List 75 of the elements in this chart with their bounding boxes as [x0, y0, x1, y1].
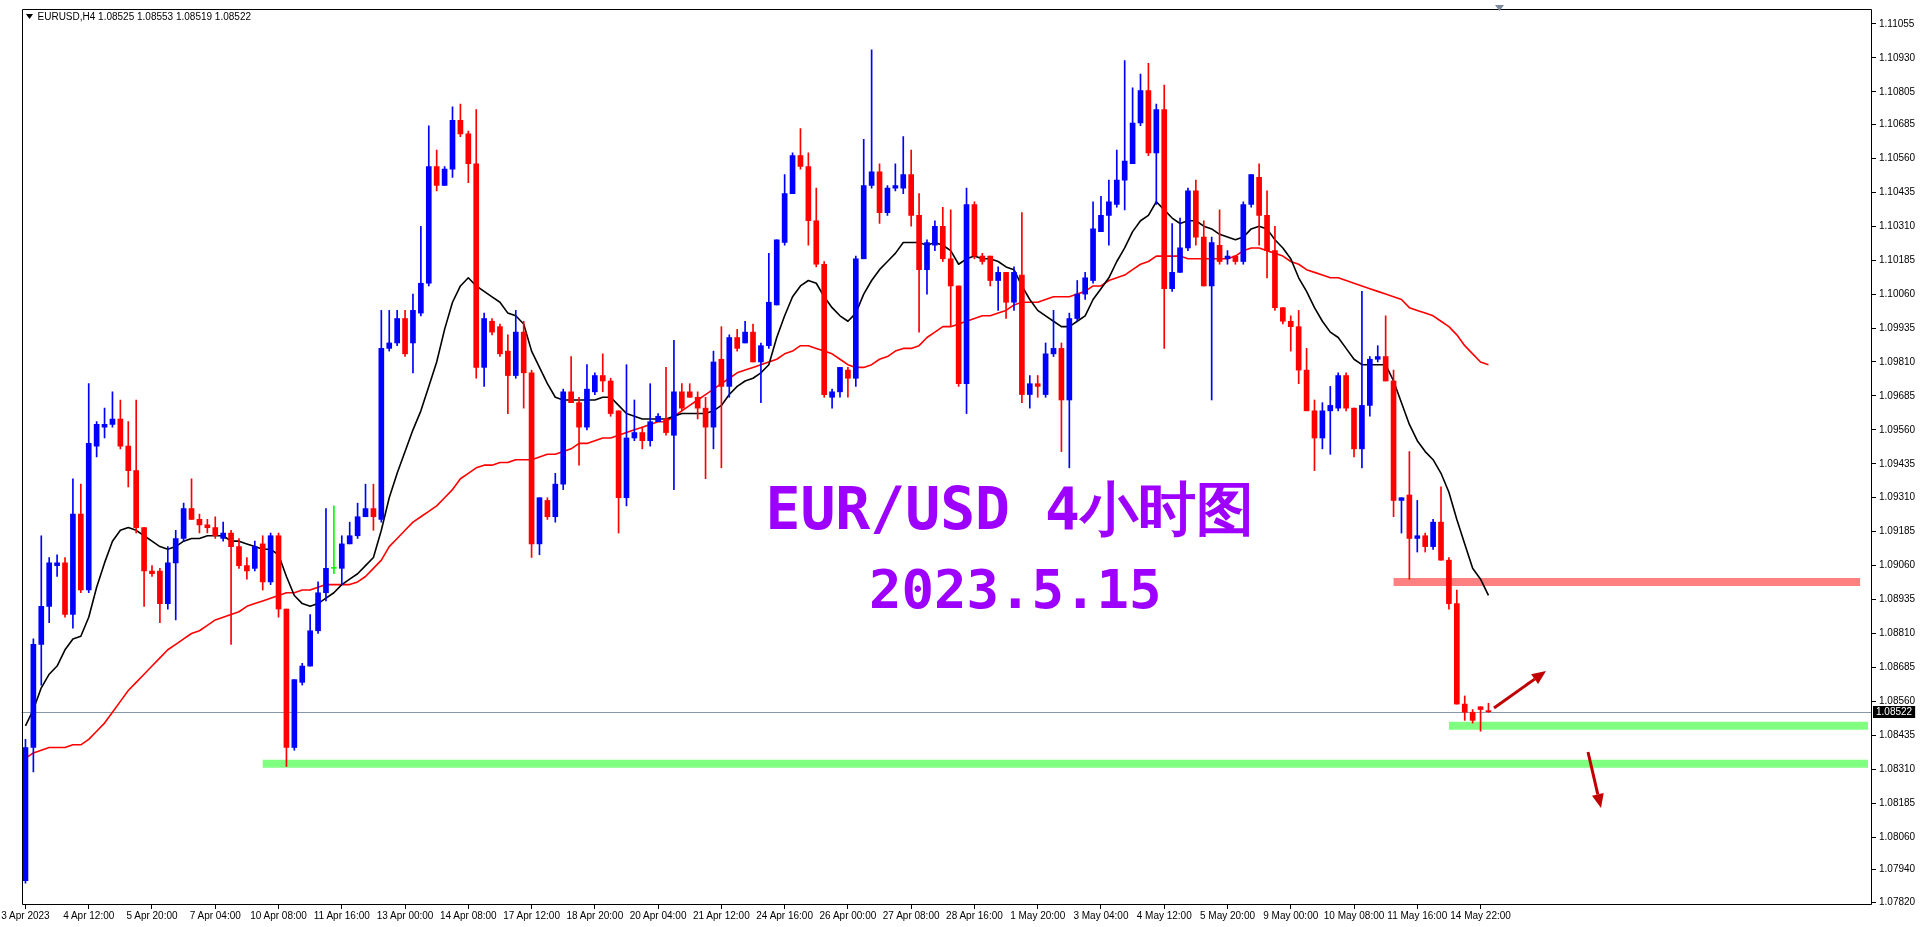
y-tick-label: 1.08185: [1879, 796, 1916, 808]
candlestick: [228, 529, 234, 645]
x-tick-label: 4 Apr 12:00: [63, 909, 115, 921]
y-tick-label: 1.10930: [1879, 51, 1916, 63]
candlestick: [1169, 223, 1175, 292]
y-tick-label: 1.10060: [1879, 287, 1916, 299]
candlestick: [1374, 345, 1381, 363]
y-tick-label: 1.08810: [1879, 627, 1916, 639]
x-tick-label: 21 Apr 12:00: [693, 909, 751, 921]
x-tick-label: 10 May 08:00: [1323, 909, 1385, 921]
y-tick-label: 1.09060: [1879, 559, 1916, 571]
y-tick-label: 1.10685: [1879, 118, 1916, 130]
candlestick: [900, 136, 907, 194]
candlestick: [1414, 500, 1421, 553]
x-tick-label: 20 Apr 04:00: [629, 909, 687, 921]
candlestick: [1287, 315, 1294, 352]
y-tick-label: 1.09685: [1879, 389, 1916, 401]
candlestick: [1106, 179, 1112, 246]
x-tick-label: 11 Apr 16:00: [313, 909, 371, 921]
y-tick-label: 1.08560: [1879, 695, 1916, 707]
y-tick-label: 1.09435: [1879, 457, 1916, 469]
x-tick-label: 5 Apr 20:00: [126, 909, 179, 921]
candlestick: [1121, 60, 1128, 211]
x-tick-label: 3 Apr 2023: [1, 909, 51, 921]
y-tick-label: 1.09810: [1879, 355, 1916, 367]
x-tick-label: 28 Apr 16:00: [946, 909, 1004, 921]
x-tick-label: 18 Apr 20:00: [566, 909, 624, 921]
y-tick-label: 1.09185: [1879, 525, 1916, 537]
y-tick-label: 1.10435: [1879, 186, 1916, 198]
text: 2023.5.15: [868, 558, 1162, 622]
annotation: EURUSD,H4 1.08525 1.08553 1.08519 1.08522: [37, 10, 252, 22]
x-tick-label: 14 Apr 08:00: [439, 909, 498, 921]
y-tick-label: 1.08935: [1879, 593, 1916, 605]
candlestick: [599, 353, 606, 393]
x-tick-label: 26 Apr 00:00: [819, 909, 877, 921]
y-tick-label: 1.08435: [1879, 729, 1916, 741]
y-tick-label: 1.09310: [1879, 491, 1916, 503]
candlestick: [386, 310, 393, 352]
y-tick-label: 1.07820: [1879, 896, 1916, 908]
x-tick-label: 14 May 22:00: [1450, 909, 1512, 921]
candlestick: [149, 565, 155, 577]
y-tick-label: 1.09560: [1879, 423, 1916, 435]
candlestick: [54, 554, 60, 577]
x-tick-label: 5 May 20:00: [1199, 909, 1256, 921]
x-tick-label: 10 Apr 08:00: [250, 909, 308, 921]
text: EUR/USD 4小时图: [765, 474, 1254, 543]
y-tick-label: 1.10185: [1879, 253, 1916, 265]
x-tick-label: 4 May 12:00: [1136, 909, 1193, 921]
x-tick-label: 7 Apr 04:00: [189, 909, 242, 921]
y-tick-label: 1.10805: [1879, 85, 1916, 97]
y-tick-label: 1.08685: [1879, 661, 1916, 673]
y-tick-label: 1.09935: [1879, 321, 1916, 333]
y-tick-label: 1.11055: [1879, 17, 1915, 29]
y-tick-label: 1.10310: [1879, 219, 1916, 231]
candlestick: [1359, 291, 1365, 469]
candlestick: [995, 266, 1001, 311]
x-tick-label: 17 Apr 12:00: [503, 909, 561, 921]
candlestick: [1327, 386, 1334, 455]
y-tick-label: 1.07940: [1879, 863, 1916, 875]
y-tick-label: 1.08060: [1879, 830, 1916, 842]
candlestick: [331, 505, 337, 575]
x-tick-label: 27 Apr 08:00: [882, 909, 940, 921]
candlestick: [244, 557, 250, 580]
ref-line-label: 1.08522: [1876, 705, 1913, 717]
candlestick: [663, 367, 669, 436]
x-tick-label: 24 Apr 16:00: [756, 909, 814, 921]
candlestick: [568, 356, 574, 404]
x-tick-label: 9 May 00:00: [1263, 909, 1319, 921]
x-tick-label: 13 Apr 00:00: [376, 909, 434, 921]
x-tick-label: 11 May 16:00: [1387, 909, 1448, 921]
x-tick-label: 1 May 20:00: [1010, 909, 1066, 921]
candlestick: [1034, 375, 1041, 398]
y-tick-label: 1.08310: [1879, 762, 1916, 774]
y-tick-label: 1.10560: [1879, 152, 1916, 164]
x-tick-label: 3 May 04:00: [1073, 909, 1129, 921]
